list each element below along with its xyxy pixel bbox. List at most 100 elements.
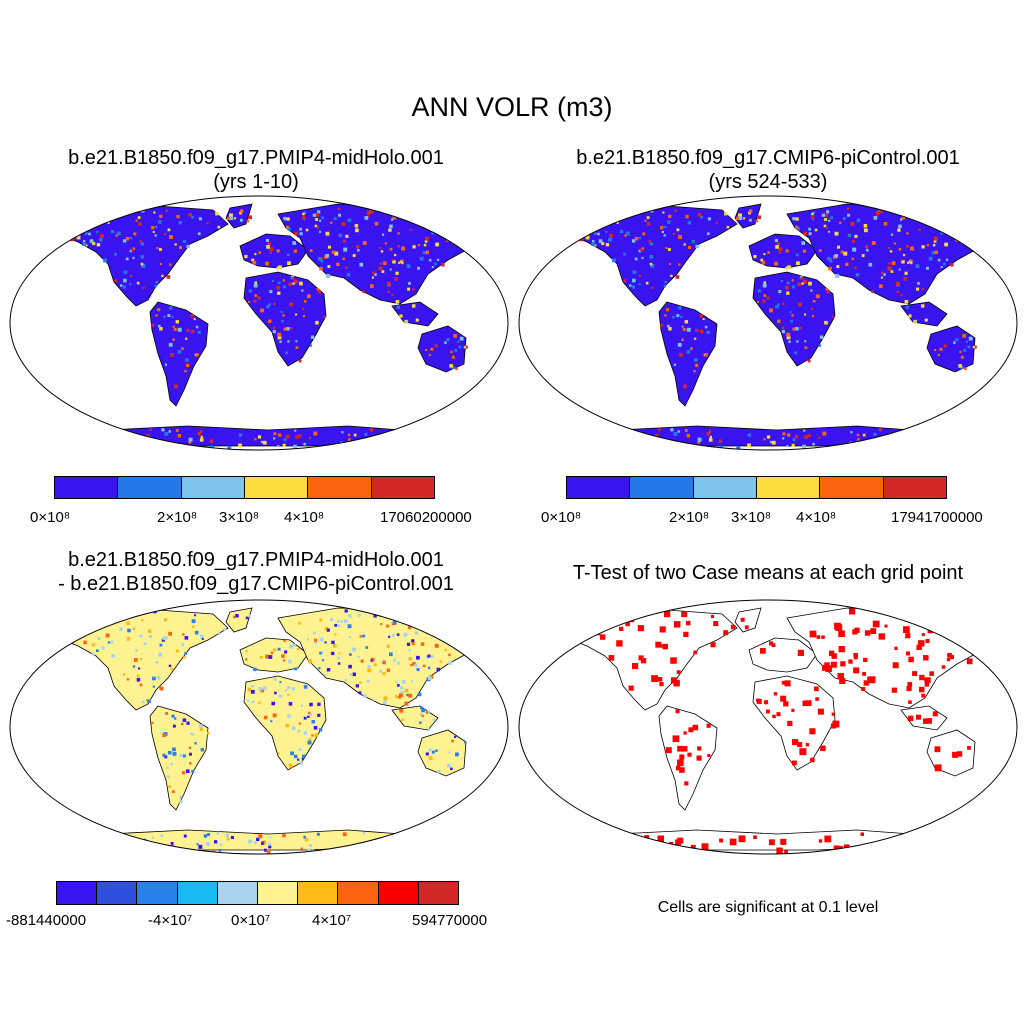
- grid-cell: [266, 849, 271, 854]
- grid-cell: [960, 365, 964, 370]
- figure-title: ANN VOLR (m3): [411, 92, 613, 122]
- grid-cell: [123, 278, 127, 283]
- grid-cell: [336, 262, 340, 267]
- grid-cell: [763, 281, 766, 284]
- grid-cell: [473, 642, 476, 646]
- grid-cell: [421, 714, 424, 717]
- grid-cell: [464, 741, 467, 744]
- grid-cell: [404, 207, 408, 210]
- grid-cell: [735, 216, 740, 221]
- grid-cell: [782, 432, 786, 436]
- grid-cell: [684, 320, 688, 324]
- grid-cell: [634, 236, 639, 241]
- grid-cell: [191, 619, 196, 624]
- grid-cell: [416, 655, 420, 660]
- grid-cell: [309, 436, 312, 439]
- grid-cell: [327, 265, 331, 268]
- grid-cell: [900, 293, 903, 297]
- land-region: [417, 729, 467, 777]
- grid-cell: [771, 440, 776, 445]
- grid-cell: [263, 842, 267, 845]
- grid-cell: [890, 270, 894, 273]
- grid-cell: [282, 659, 285, 662]
- grid-cell: [808, 281, 812, 286]
- grid-cell: [901, 260, 905, 264]
- grid-cell: [436, 258, 440, 262]
- grid-cell: [682, 327, 686, 331]
- grid-cell: [463, 346, 466, 349]
- grid-cell: [188, 441, 192, 444]
- grid-cell: [313, 631, 317, 635]
- grid-cell: [184, 652, 187, 655]
- grid-cell: [811, 307, 814, 310]
- grid-cell: [316, 288, 320, 291]
- grid-cell: [690, 844, 696, 850]
- grid-cell: [193, 614, 197, 617]
- grid-cell: [188, 437, 193, 442]
- grid-cell: [828, 266, 832, 271]
- grid-cell: [719, 838, 723, 843]
- grid-cell: [946, 657, 951, 662]
- grid-cell: [314, 733, 319, 737]
- grid-cell: [268, 303, 271, 306]
- grid-cell: [347, 433, 351, 437]
- grid-cell: [107, 221, 110, 224]
- grid-cell: [792, 739, 799, 746]
- grid-cell: [822, 431, 827, 436]
- grid-cell: [683, 631, 689, 638]
- grid-cell: [842, 217, 846, 221]
- grid-cell: [650, 440, 653, 443]
- grid-cell: [605, 230, 608, 233]
- grid-cell: [769, 641, 774, 646]
- grid-cell: [925, 638, 930, 644]
- grid-cell: [397, 232, 400, 235]
- land-region: [748, 233, 818, 269]
- grid-cell: [864, 245, 869, 249]
- grid-cell: [909, 259, 913, 262]
- grid-cell: [360, 659, 364, 663]
- grid-cell: [197, 330, 201, 334]
- grid-cell: [448, 653, 451, 657]
- grid-cell: [778, 247, 783, 252]
- grid-cell: [188, 213, 193, 217]
- grid-cell: [338, 233, 343, 238]
- grid-cell: [905, 633, 911, 639]
- grid-cell: [919, 686, 925, 693]
- colorbar-swatch: [756, 477, 821, 498]
- grid-cell: [625, 231, 630, 236]
- grid-cell: [407, 625, 412, 630]
- grid-cell: [450, 639, 454, 643]
- grid-cell: [370, 209, 374, 214]
- grid-cell: [162, 636, 167, 641]
- grid-cell: [421, 708, 425, 713]
- grid-cell: [62, 234, 65, 238]
- grid-cell: [907, 715, 914, 722]
- grid-cell: [269, 247, 274, 252]
- grid-cell: [390, 218, 394, 221]
- grid-cell: [763, 294, 767, 297]
- panel-3-title: b.e21.B1850.f09_g17.PMIP4-midHolo.001 - …: [0, 548, 512, 596]
- colorbar-swatch: [298, 882, 339, 904]
- grid-cell: [707, 217, 711, 221]
- grid-cell: [185, 769, 190, 774]
- grid-cell: [253, 283, 258, 288]
- grid-cell: [814, 228, 818, 232]
- grid-cell: [638, 249, 642, 253]
- grid-cell: [294, 667, 298, 671]
- grid-cell: [286, 326, 290, 331]
- grid-cell: [325, 254, 330, 258]
- grid-cell: [678, 263, 681, 266]
- grid-cell: [818, 249, 822, 253]
- grid-cell: [952, 224, 955, 227]
- grid-cell: [794, 351, 797, 355]
- grid-cell: [248, 614, 252, 617]
- colorbar-swatch: [308, 477, 372, 498]
- grid-cell: [707, 753, 711, 758]
- grid-cell: [303, 716, 307, 720]
- grid-cell: [699, 329, 704, 334]
- grid-cell: [111, 654, 116, 658]
- grid-cell: [931, 211, 935, 215]
- grid-cell: [169, 306, 173, 310]
- grid-cell: [805, 700, 812, 706]
- grid-cell: [919, 208, 924, 212]
